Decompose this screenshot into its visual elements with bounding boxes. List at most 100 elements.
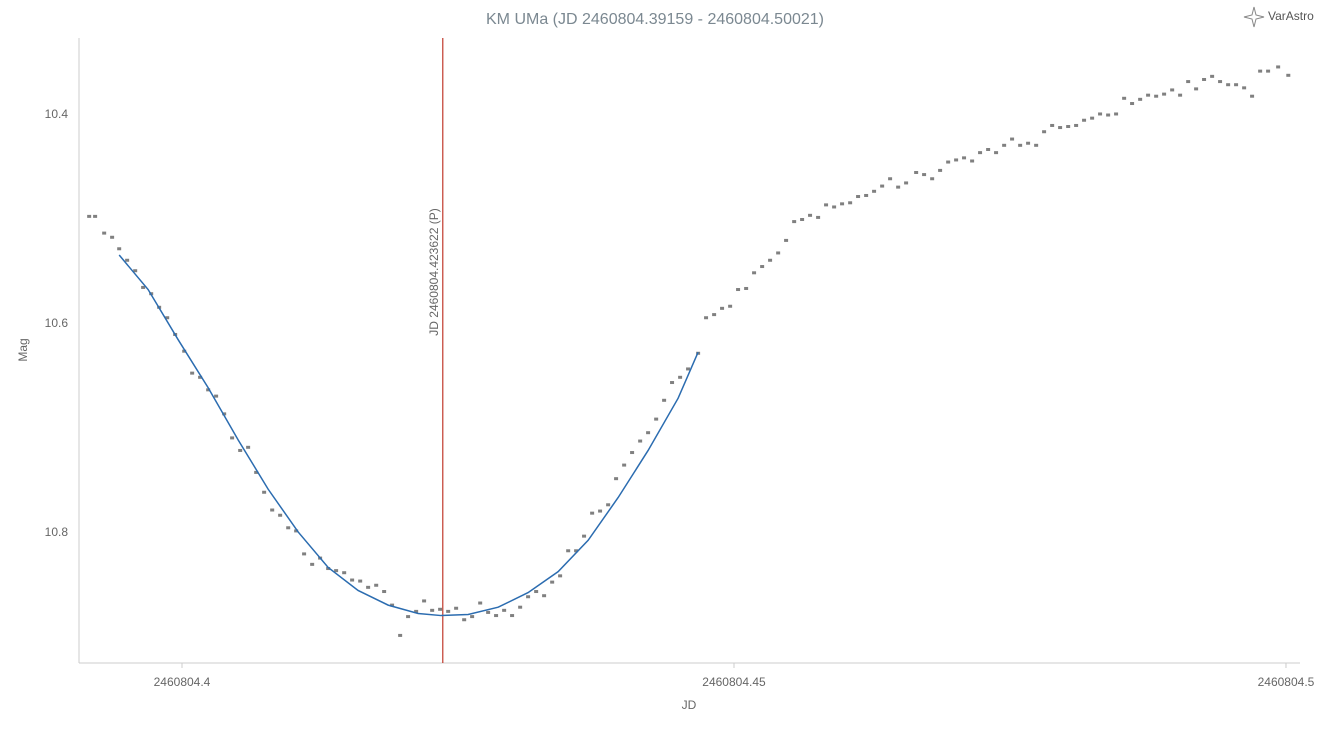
- data-point: [1010, 137, 1015, 141]
- data-point: [358, 579, 363, 583]
- data-point: [518, 605, 523, 609]
- data-point: [962, 156, 967, 160]
- data-point: [110, 235, 115, 239]
- data-point: [1186, 80, 1191, 84]
- data-point: [310, 562, 315, 566]
- data-point: [1276, 65, 1281, 69]
- data-point: [978, 151, 983, 155]
- data-point: [614, 477, 619, 481]
- data-point: [622, 463, 627, 467]
- data-point: [914, 170, 919, 174]
- data-point: [1266, 69, 1271, 73]
- x-tick-label: 2460804.4: [154, 675, 211, 689]
- data-point: [486, 610, 491, 614]
- chart-title: KM UMa (JD 2460804.39159 - 2460804.50021…: [486, 11, 824, 28]
- data-point: [502, 608, 507, 612]
- data-point: [542, 594, 547, 598]
- data-point: [872, 189, 877, 193]
- data-point: [720, 306, 725, 310]
- data-point: [1226, 83, 1231, 87]
- data-point: [864, 193, 869, 197]
- data-point: [550, 580, 555, 584]
- data-point: [728, 304, 733, 308]
- data-point: [478, 601, 483, 605]
- fit-line: [118, 254, 699, 617]
- data-point: [1034, 143, 1039, 147]
- data-point: [904, 181, 909, 185]
- data-point: [198, 375, 203, 379]
- y-tick-label: 10.4: [45, 107, 69, 121]
- data-point: [214, 394, 219, 398]
- data-point: [654, 417, 659, 421]
- data-point: [270, 508, 275, 512]
- data-point: [1194, 87, 1199, 91]
- data-point: [430, 608, 435, 612]
- data-point: [832, 205, 837, 209]
- data-point: [165, 316, 170, 320]
- data-point: [382, 590, 387, 594]
- data-point: [342, 571, 347, 575]
- data-point: [294, 529, 299, 533]
- data-point: [1258, 69, 1263, 73]
- x-tick-label: 2460804.45: [702, 675, 766, 689]
- data-point: [1074, 123, 1079, 127]
- data-point: [954, 158, 959, 162]
- y-axis-label: Mag: [16, 338, 30, 361]
- data-point: [840, 202, 845, 206]
- data-point: [638, 439, 643, 443]
- data-point: [1002, 143, 1007, 147]
- data-point: [374, 583, 379, 587]
- data-point: [254, 470, 259, 474]
- data-point: [1018, 143, 1023, 147]
- data-point: [922, 173, 927, 177]
- data-point: [582, 534, 587, 538]
- y-tick-label: 10.8: [45, 525, 69, 539]
- data-point: [1130, 102, 1135, 106]
- x-tick-label: 2460804.5: [1258, 675, 1315, 689]
- data-point: [736, 288, 741, 292]
- data-point: [350, 578, 355, 582]
- data-point: [526, 595, 531, 599]
- data-point: [1170, 88, 1175, 92]
- data-point: [366, 585, 371, 589]
- data-point: [1210, 74, 1215, 78]
- data-point: [446, 609, 451, 613]
- data-point: [1050, 123, 1055, 127]
- data-point: [752, 271, 757, 275]
- data-point: [630, 451, 635, 455]
- marker-label: JD 2460804.423622 (P): [427, 208, 441, 335]
- data-point: [238, 448, 243, 452]
- data-point: [1286, 73, 1291, 77]
- data-point: [768, 258, 773, 262]
- data-point: [590, 511, 595, 515]
- data-point: [1146, 93, 1151, 97]
- data-point: [1234, 83, 1239, 87]
- data-point: [760, 265, 765, 269]
- data-point: [606, 503, 611, 507]
- data-point: [1138, 97, 1143, 101]
- data-point: [494, 614, 499, 618]
- data-point: [744, 286, 749, 290]
- data-point: [1098, 112, 1103, 116]
- data-point: [558, 574, 563, 578]
- data-point: [994, 151, 999, 155]
- data-point: [808, 213, 813, 217]
- data-point: [1218, 80, 1223, 84]
- data-point: [1042, 130, 1047, 134]
- data-point: [286, 526, 291, 530]
- data-point: [141, 285, 146, 289]
- data-point: [1066, 125, 1071, 129]
- data-point: [133, 269, 138, 273]
- data-point: [1026, 141, 1031, 145]
- data-point: [704, 316, 709, 320]
- data-point: [816, 215, 821, 219]
- data-point: [574, 549, 579, 553]
- data-point: [646, 431, 651, 435]
- data-point: [246, 445, 251, 449]
- data-point: [930, 177, 935, 181]
- y-tick-label: 10.6: [45, 316, 69, 330]
- data-point: [230, 436, 235, 440]
- data-point: [1202, 77, 1207, 81]
- data-point: [1162, 92, 1167, 96]
